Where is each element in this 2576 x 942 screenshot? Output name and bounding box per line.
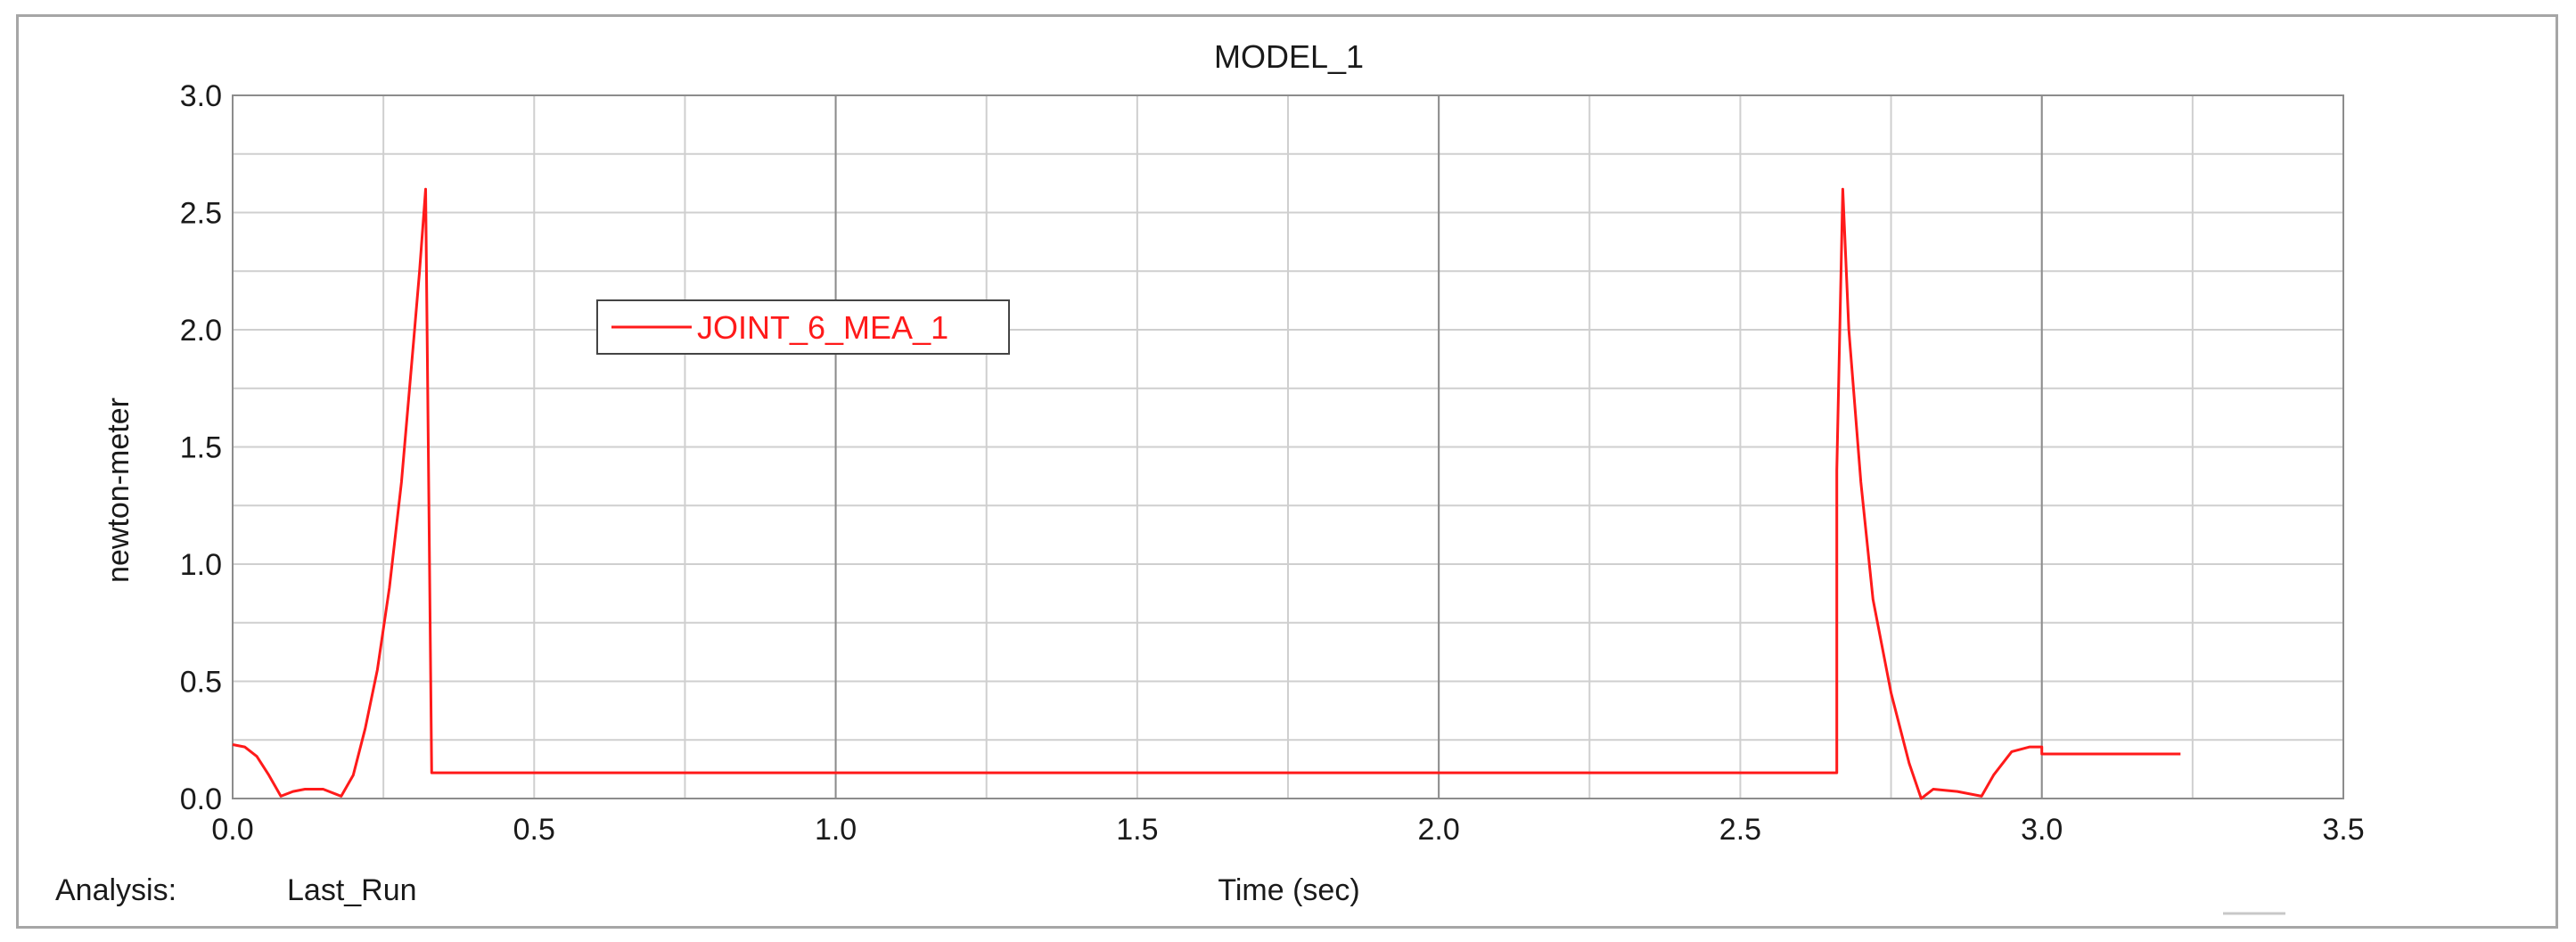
x-tick-label: 3.0	[2021, 813, 2063, 847]
y-tick-label: 0.5	[180, 666, 222, 700]
y-tick-label: 2.0	[180, 314, 222, 348]
analysis-value: Last_Run	[287, 873, 417, 907]
chart-title: MODEL_1	[1214, 38, 1364, 75]
y-tick-label: 2.5	[180, 197, 222, 231]
minor-gridlines	[232, 94, 2344, 799]
y-tick-label: 1.5	[180, 431, 222, 465]
y-tick-label: 3.0	[180, 79, 222, 113]
x-axis-ticks: 0.0 0.5 1.0 1.5 2.0 2.5 3.0 3.5	[211, 813, 2364, 847]
x-tick-label: 2.5	[1719, 813, 1761, 847]
legend: JOINT_6_MEA_1	[596, 299, 1010, 355]
series-line-0	[232, 187, 2181, 800]
y-axis-ticks: 0.0 0.5 1.0 1.5 2.0 2.5 3.0	[180, 79, 222, 816]
x-tick-label: 1.0	[815, 813, 857, 847]
x-tick-label: 3.5	[2322, 813, 2364, 847]
plot-area	[232, 94, 2344, 799]
x-tick-label: 2.0	[1418, 813, 1460, 847]
x-tick-label: 0.0	[211, 813, 253, 847]
y-tick-label: 1.0	[180, 548, 222, 582]
major-gridlines	[834, 95, 2043, 799]
x-tick-label: 0.5	[513, 813, 555, 847]
legend-label: JOINT_6_MEA_1	[697, 309, 948, 346]
y-tick-label: 0.0	[180, 782, 222, 816]
analysis-label: Analysis:	[55, 873, 176, 907]
y-axis-title: newton-meter	[102, 397, 135, 583]
x-tick-label: 1.5	[1116, 813, 1158, 847]
series-layer	[232, 187, 2181, 800]
x-axis-title: Time (sec)	[1218, 873, 1359, 907]
